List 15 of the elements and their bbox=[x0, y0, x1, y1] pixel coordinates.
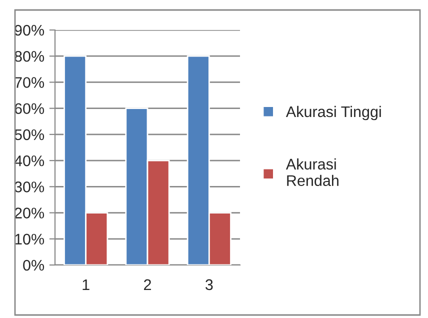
y-tick-label: 30% bbox=[14, 182, 44, 192]
y-tick-label: 90% bbox=[14, 24, 44, 36]
y-tick-label: 0% bbox=[23, 260, 44, 271]
legend-label: Akurasi Rendah bbox=[286, 158, 338, 186]
y-tick-label: 80% bbox=[14, 50, 44, 62]
y-tick-label: 40% bbox=[14, 155, 44, 166]
x-tick-label: 2 bbox=[144, 279, 151, 290]
legend-label: Akurasi Tinggi bbox=[286, 106, 381, 120]
x-tick-label: 3 bbox=[206, 279, 213, 290]
y-tick-label: 20% bbox=[14, 208, 44, 218]
y-tick-label: 10% bbox=[15, 234, 44, 245]
x-tick-label: 1 bbox=[82, 279, 90, 290]
y-tick-label: 70% bbox=[14, 77, 44, 88]
y-tick-label: 60% bbox=[14, 103, 44, 114]
y-tick-label: 50% bbox=[14, 129, 44, 140]
